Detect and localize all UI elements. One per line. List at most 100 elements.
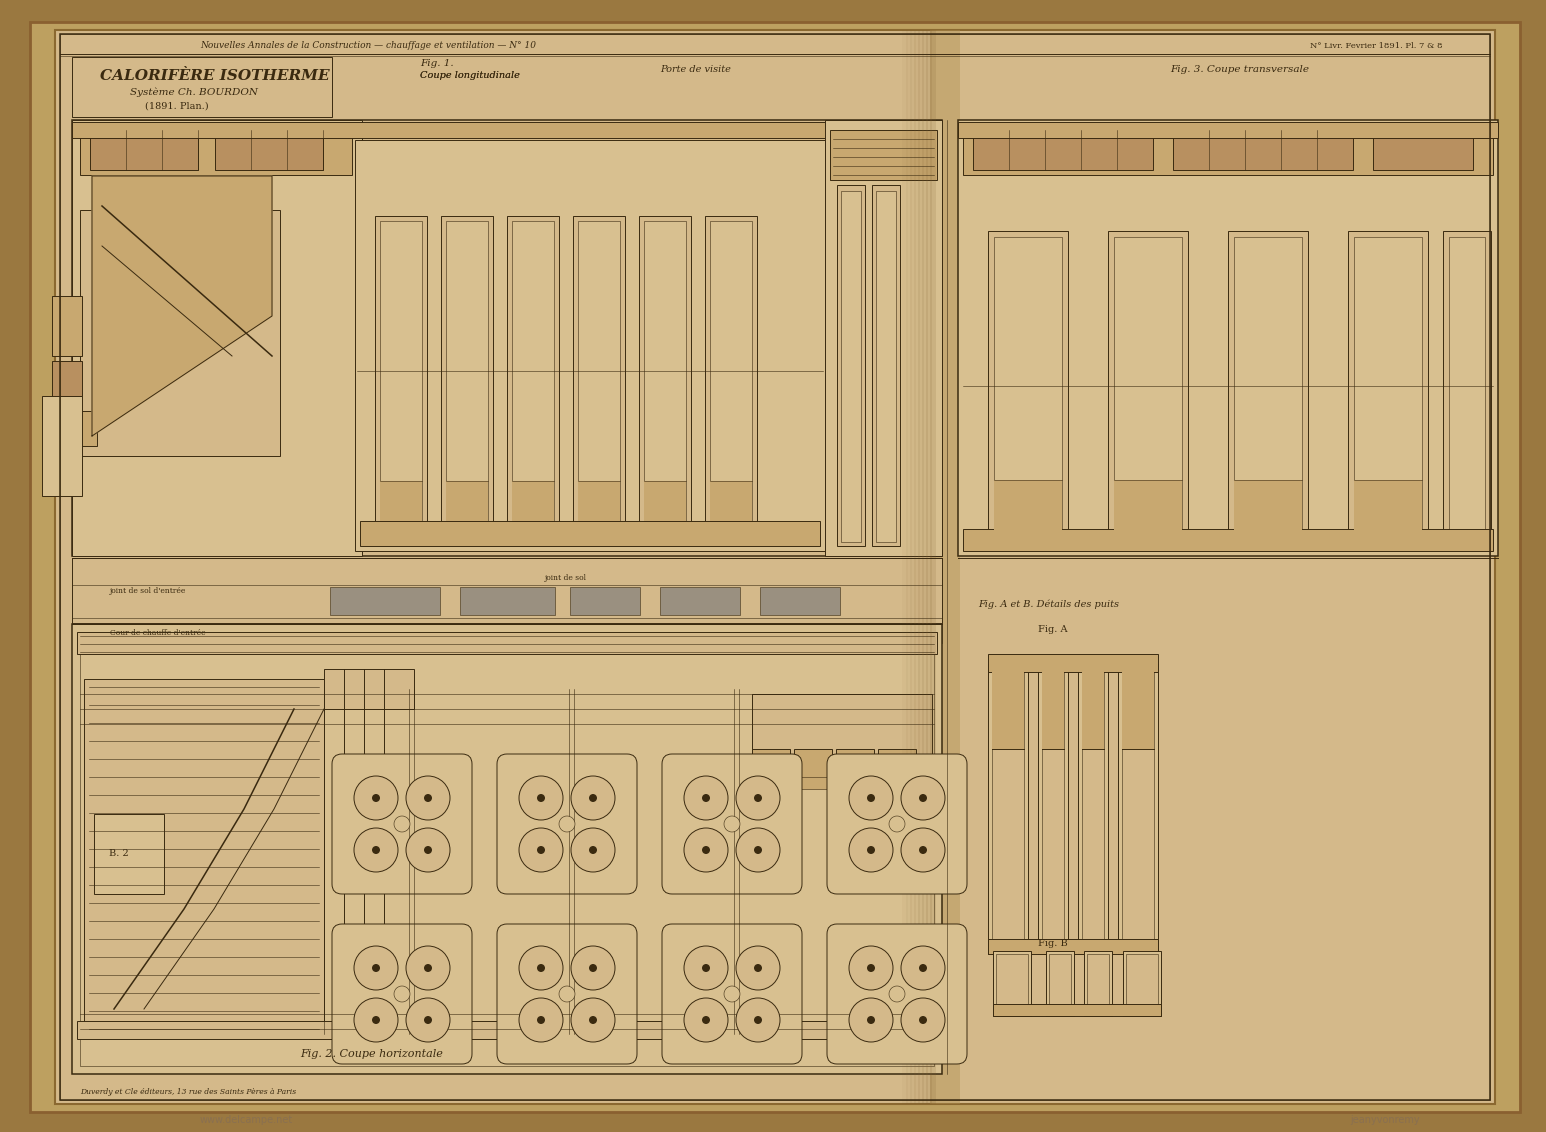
FancyBboxPatch shape (827, 924, 966, 1064)
Circle shape (724, 986, 741, 1002)
Bar (911, 31, 915, 1104)
Circle shape (373, 964, 380, 972)
Circle shape (754, 964, 762, 972)
Bar (705, 216, 758, 526)
Bar (1354, 237, 1422, 535)
Bar (73, 120, 362, 556)
Circle shape (736, 827, 781, 872)
Bar (329, 588, 441, 615)
Bar (73, 623, 942, 643)
Bar (1122, 951, 1161, 1017)
FancyBboxPatch shape (827, 754, 966, 894)
Bar (122, 180, 172, 220)
Bar (1348, 231, 1429, 541)
Bar (798, 777, 829, 789)
Circle shape (702, 846, 710, 854)
Bar (994, 237, 1062, 535)
Bar (1084, 951, 1112, 1017)
FancyBboxPatch shape (332, 754, 472, 894)
FancyBboxPatch shape (662, 924, 802, 1064)
Circle shape (918, 1017, 928, 1024)
Circle shape (354, 946, 397, 990)
Circle shape (736, 946, 781, 990)
Bar (993, 668, 1023, 950)
Circle shape (536, 1017, 546, 1024)
Bar (80, 130, 352, 175)
Bar (1354, 480, 1422, 535)
Bar (1118, 664, 1158, 954)
Bar (574, 216, 625, 526)
Bar (1122, 668, 1153, 749)
Bar (1234, 237, 1302, 535)
Circle shape (849, 827, 894, 872)
FancyBboxPatch shape (496, 754, 637, 894)
Bar (918, 31, 925, 1104)
Bar (1042, 668, 1064, 749)
Bar (53, 295, 82, 355)
Bar (988, 231, 1068, 541)
Bar (73, 57, 332, 117)
Circle shape (570, 946, 615, 990)
Circle shape (354, 998, 397, 1041)
Circle shape (589, 794, 597, 801)
Circle shape (867, 846, 875, 854)
Circle shape (519, 777, 563, 820)
Bar (993, 951, 1031, 1017)
Circle shape (589, 1017, 597, 1024)
Bar (972, 130, 1153, 170)
Circle shape (754, 1017, 762, 1024)
Bar (73, 411, 97, 446)
Bar (996, 954, 1028, 1013)
Text: CALORIFÈRE ISOTHERME: CALORIFÈRE ISOTHERME (100, 69, 329, 83)
Circle shape (901, 777, 945, 820)
Text: www.delcampe.net: www.delcampe.net (199, 1115, 294, 1125)
Text: Duverdy et Cle éditeurs, 13 rue des Saints Pères à Paris: Duverdy et Cle éditeurs, 13 rue des Sain… (80, 1088, 297, 1096)
Circle shape (536, 964, 546, 972)
Bar (1087, 954, 1108, 1013)
Bar (795, 749, 832, 779)
Polygon shape (93, 175, 272, 436)
Bar (645, 481, 686, 521)
Bar (461, 588, 555, 615)
Circle shape (867, 964, 875, 972)
Circle shape (702, 964, 710, 972)
Bar (1108, 231, 1187, 541)
Text: Coupe longitudinale: Coupe longitudinale (421, 70, 519, 79)
Bar (53, 361, 82, 396)
Text: Cour de chauffe d'entrée: Cour de chauffe d'entrée (110, 629, 206, 637)
Bar (215, 130, 323, 170)
Bar (77, 632, 937, 654)
Bar (836, 749, 873, 779)
Circle shape (560, 986, 575, 1002)
Circle shape (519, 946, 563, 990)
Circle shape (394, 986, 410, 1002)
Bar (1082, 668, 1104, 749)
Bar (751, 694, 932, 774)
Text: Fig. 3. Coupe transversale: Fig. 3. Coupe transversale (1170, 65, 1309, 74)
Bar (1449, 237, 1486, 535)
Text: Fig. B: Fig. B (1037, 940, 1068, 949)
Bar (94, 814, 164, 894)
Bar (376, 216, 427, 526)
Circle shape (702, 794, 710, 801)
Bar (53, 401, 74, 456)
Text: jeanyvonremy: jeanyvonremy (1350, 1115, 1419, 1125)
Circle shape (918, 846, 928, 854)
Bar (1234, 480, 1302, 535)
FancyBboxPatch shape (332, 924, 472, 1064)
Bar (360, 521, 819, 546)
Bar (931, 31, 935, 1104)
Bar (906, 31, 912, 1104)
Circle shape (918, 794, 928, 801)
Circle shape (867, 1017, 875, 1024)
Circle shape (683, 998, 728, 1041)
Bar (1078, 664, 1108, 954)
Bar (761, 588, 839, 615)
Circle shape (560, 816, 575, 832)
Circle shape (589, 846, 597, 854)
Bar (963, 529, 1493, 551)
Text: Fig. A et B. Détails des puits: Fig. A et B. Détails des puits (979, 599, 1119, 609)
Circle shape (407, 946, 450, 990)
Bar (872, 185, 900, 546)
Bar (73, 120, 942, 556)
